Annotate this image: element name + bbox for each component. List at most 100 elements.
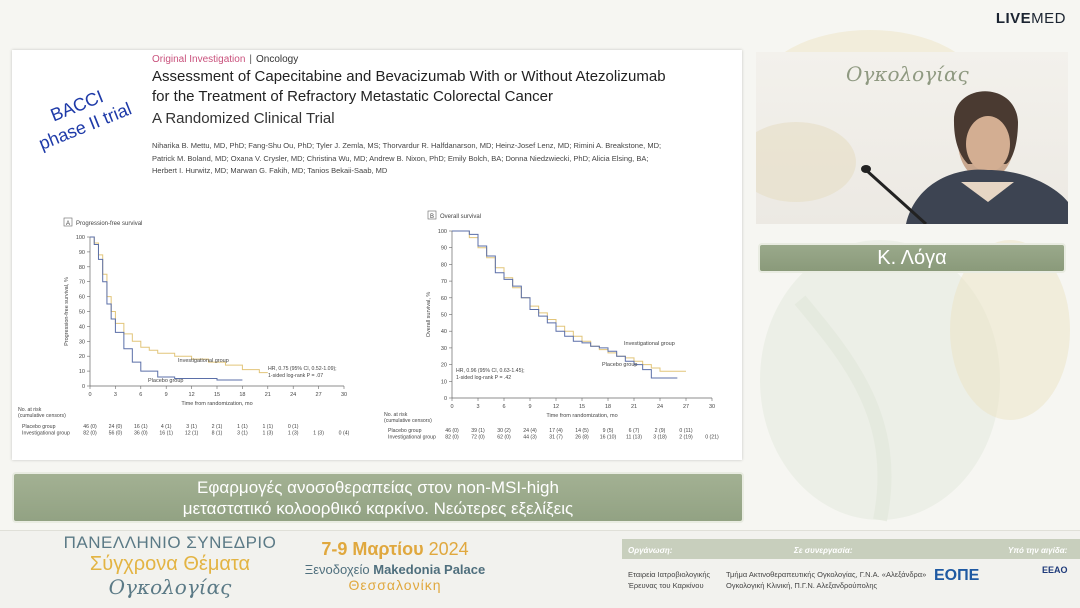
risk-cell-a-1-4: 12 (1): [185, 431, 199, 437]
y-tick-label-a-80: 80: [79, 265, 85, 271]
risk-header-b: No. at risk: [384, 412, 408, 418]
risk-row-label-a-1: Investigational group: [22, 431, 70, 437]
risk-cell-b-1-9: 2 (19): [679, 435, 693, 441]
y-axis-label-a: Progression-free survival, %: [64, 277, 70, 346]
risk-cell-b-1-3: 44 (3): [523, 435, 537, 441]
risk-cell-a-0-3: 4 (1): [161, 424, 172, 430]
risk-cell-b-0-1: 39 (1): [471, 428, 485, 434]
x-tick-label-b-12: 12: [553, 404, 559, 410]
hr-annotation-b: HR, 0.96 (95% CI, 0.63-1.45);: [456, 368, 525, 374]
x-tick-label-b-24: 24: [657, 404, 663, 410]
y-tick-label-a-70: 70: [79, 280, 85, 286]
collaborator-text: Τμήμα Ακτινοθεραπευτικής Ογκολογίας, Γ.Ν…: [726, 570, 927, 590]
x-tick-label-a-21: 21: [265, 392, 271, 398]
speaker-figure: [756, 91, 1068, 224]
event-info: 7-9 Μαρτίου 2024 Ξενοδοχείο Makedonia Pa…: [304, 539, 486, 593]
risk-cell-a-1-6: 3 (1): [237, 431, 248, 437]
risk-cell-b-0-7: 6 (7): [629, 428, 640, 434]
collab-label: Σε συνεργασία:: [794, 546, 853, 555]
organizer-text: Εταιρεία Ιατροβιολογικής Έρευνας του Καρ…: [628, 570, 711, 590]
y-tick-label-a-0: 0: [82, 384, 85, 390]
x-tick-label-b-30: 30: [709, 404, 715, 410]
risk-row-label-a-0: Placebo group: [22, 424, 56, 430]
x-tick-label-a-9: 9: [165, 392, 168, 398]
speaker-video: Ογκολογίας: [756, 52, 1068, 224]
livemed-logo: LIVEMED: [995, 10, 1066, 27]
legend-b-investigational: Investigational group: [624, 341, 675, 347]
legend-a-placebo: Placebo group: [148, 378, 183, 384]
risk-cell-a-1-5: 8 (1): [212, 431, 223, 437]
risk-cell-b-0-6: 9 (5): [603, 428, 614, 434]
eeao-logo: EEAO: [1042, 565, 1068, 575]
speaker-name-tag: Κ. Λόγα: [758, 243, 1066, 273]
risk-header-a: No. at risk: [18, 407, 42, 413]
risk-cell-b-1-1: 72 (0): [471, 435, 485, 441]
risk-cell-a-1-9: 1 (3): [313, 431, 324, 437]
x-tick-label-a-24: 24: [290, 392, 296, 398]
y-tick-label-b-80: 80: [441, 262, 447, 268]
x-tick-label-b-27: 27: [683, 404, 689, 410]
risk-cell-a-0-7: 1 (1): [262, 424, 273, 430]
risk-cell-b-1-10: 0 (21): [705, 435, 719, 441]
risk-cell-a-0-5: 2 (1): [212, 424, 223, 430]
risk-cell-b-0-8: 2 (9): [655, 428, 666, 434]
x-tick-label-b-15: 15: [579, 404, 585, 410]
article-title: Assessment of Capecitabine and Bevacizum…: [152, 68, 666, 105]
y-tick-label-b-40: 40: [441, 329, 447, 335]
risk-cell-a-1-3: 16 (1): [159, 431, 173, 437]
y-tick-label-a-40: 40: [79, 324, 85, 330]
risk-cell-b-1-6: 16 (10): [600, 435, 617, 441]
risk-cell-b-1-7: 11 (13): [626, 435, 642, 441]
aegis-label: Υπό την αιγίδα:: [1008, 546, 1068, 555]
risk-cell-b-0-0: 46 (0): [445, 428, 459, 434]
risk-cell-a-0-2: 16 (1): [134, 424, 148, 430]
risk-cell-a-1-2: 36 (0): [134, 431, 148, 437]
panel-a-label: A: [66, 221, 70, 227]
panel-a-box: [63, 217, 73, 227]
y-tick-label-a-100: 100: [76, 235, 85, 241]
congress-name: ΠΑΝΕΛΛΗΝΙΟ ΣΥΝΕΔΡΙΟ Σύγχρονα Θέματα Ογκο…: [63, 533, 277, 599]
y-tick-label-a-30: 30: [79, 339, 85, 345]
panel-a-title: Progression-free survival: [76, 221, 142, 227]
y-tick-label-b-10: 10: [441, 379, 447, 385]
risk-cell-b-1-0: 82 (0): [445, 435, 459, 441]
risk-cell-a-0-1: 24 (0): [109, 424, 123, 430]
risk-cell-a-1-1: 56 (0): [109, 431, 123, 437]
y-tick-label-a-60: 60: [79, 295, 85, 301]
presentation-slide: BACCI phase II trial Original Investigat…: [12, 50, 742, 460]
risk-subheader-b: (cumulative censors): [384, 418, 432, 424]
risk-cell-a-0-4: 3 (1): [186, 424, 197, 430]
panel-b-box: [427, 210, 437, 220]
risk-cell-a-0-8: 0 (1): [288, 424, 299, 430]
risk-cell-a-1-7: 1 (3): [262, 431, 273, 437]
y-tick-label-a-90: 90: [79, 250, 85, 256]
legend-a-investigational: Investigational group: [178, 358, 229, 364]
x-tick-label-b-9: 9: [528, 404, 531, 410]
x-tick-label-a-12: 12: [189, 392, 195, 398]
panel-b-title: Overall survival: [440, 214, 481, 220]
x-axis-label-a: Time from randomization, mo: [181, 401, 252, 407]
series-line-a-placebo-group: [90, 236, 243, 381]
y-tick-label-a-20: 20: [79, 354, 85, 360]
talk-title-banner: Εφαρμογές ανοσοθεραπείας στον non-MSI-hi…: [12, 472, 744, 523]
y-tick-label-a-50: 50: [79, 310, 85, 316]
y-tick-label-b-70: 70: [441, 279, 447, 285]
legend-b-placebo: Placebo group: [602, 362, 637, 368]
y-tick-label-b-100: 100: [438, 229, 447, 235]
org-label: Οργάνωση:: [628, 546, 673, 555]
congress-footer: ΠΑΝΕΛΛΗΝΙΟ ΣΥΝΕΔΡΙΟ Σύγχρονα Θέματα Ογκο…: [0, 530, 1080, 608]
x-tick-label-a-27: 27: [316, 392, 322, 398]
y-tick-label-b-90: 90: [441, 246, 447, 252]
risk-cell-b-0-4: 17 (4): [549, 428, 563, 434]
pfs-kaplan-meier-chart: A Progression-free survival01020304050607…: [18, 210, 719, 441]
x-tick-label-b-6: 6: [502, 404, 505, 410]
x-tick-label-a-18: 18: [239, 392, 245, 398]
risk-cell-a-1-8: 1 (3): [288, 431, 299, 437]
risk-cell-b-1-4: 31 (7): [549, 435, 563, 441]
y-tick-label-b-20: 20: [441, 363, 447, 369]
x-tick-label-b-0: 0: [450, 404, 453, 410]
x-tick-label-a-3: 3: [114, 392, 117, 398]
logrank-annotation-b: 1-sided log-rank P = .42: [456, 375, 511, 381]
risk-cell-a-0-6: 1 (1): [237, 424, 248, 430]
risk-cell-b-0-9: 0 (11): [679, 428, 692, 434]
